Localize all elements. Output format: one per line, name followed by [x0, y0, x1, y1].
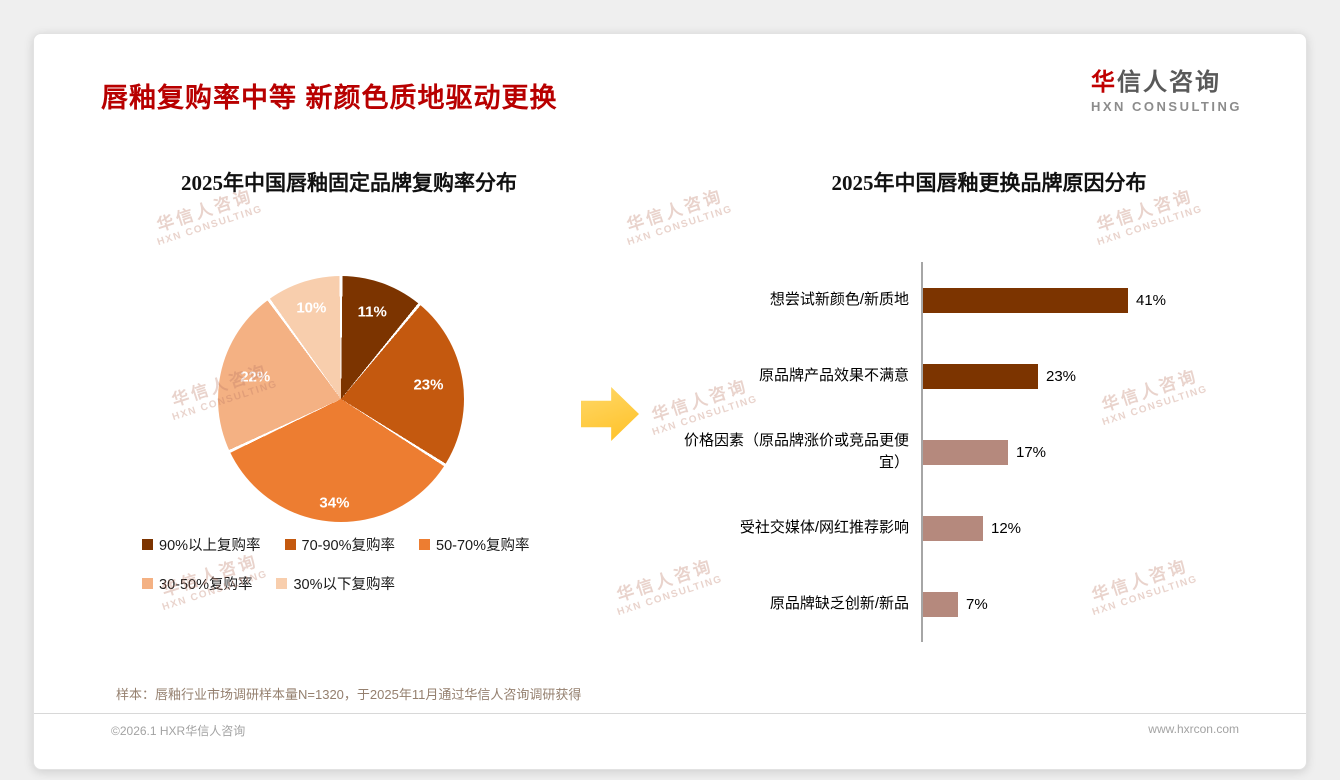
bar-category-label: 原品牌产品效果不满意 — [758, 366, 909, 384]
sample-note: 样本：唇釉行业市场调研样本量N=1320，于2025年11月通过华信人咨询调研获… — [116, 687, 582, 702]
bar-row: 原品牌产品效果不满意 23% — [671, 338, 1241, 414]
bar-value-label: 17% — [1016, 443, 1047, 461]
bar-track: 41% — [921, 262, 1241, 338]
bar-row: 受社交媒体/网红推荐影响 12% — [671, 490, 1241, 566]
legend-item: 90%以上复购率 — [142, 534, 261, 555]
pie-slice-label: 22% — [240, 368, 271, 386]
pie-slice-label: 34% — [319, 494, 350, 512]
bar-segment — [923, 363, 1038, 389]
bar-category-label: 想尝试新颜色/新质地 — [769, 290, 909, 308]
legend-item: 30%以下复购率 — [276, 573, 395, 594]
legend-item: 30-50%复购率 — [142, 573, 252, 594]
legend-label: 30%以下复购率 — [293, 577, 396, 593]
brand-logo-cn-accent: 华 — [1090, 69, 1117, 96]
bar-track: 17% — [921, 414, 1241, 490]
legend-swatch — [419, 539, 431, 550]
bar-row: 原品牌缺乏创新/新品 7% — [671, 566, 1241, 642]
bar-segment — [923, 439, 1008, 465]
bar-track: 12% — [921, 490, 1241, 566]
brand-logo-cn: 华信人咨询 — [1091, 62, 1242, 97]
bar-segment — [923, 515, 983, 541]
pie-slice-label: 23% — [413, 376, 444, 394]
legend-item: 70-90%复购率 — [284, 534, 396, 555]
legend-label: 70-90%复购率 — [301, 538, 396, 554]
legend-swatch — [276, 578, 288, 589]
copyright-text: ©2026.1 HXR华信人咨询 — [111, 724, 246, 738]
watermark: 华信人咨询 HXN CONSULTING — [624, 186, 735, 249]
bar-track: 7% — [921, 566, 1241, 642]
bar-category-label: 受社交媒体/网红推荐影响 — [739, 518, 909, 536]
legend-swatch — [142, 578, 153, 589]
legend-swatch — [142, 539, 153, 550]
legend-item: 50-70%复购率 — [419, 534, 530, 555]
footer-divider — [34, 713, 1306, 714]
pie-chart: 11% 23% 34% 22% 10% — [218, 276, 464, 522]
legend-label: 90%以上复购率 — [159, 538, 261, 554]
brand-logo-en: HXN CONSULTING — [1090, 99, 1242, 114]
bar-row: 想尝试新颜色/新质地 41% — [671, 262, 1241, 338]
website-link[interactable]: www.hxrcon.com — [1148, 722, 1239, 736]
legend-label: 50-70%复购率 — [436, 538, 530, 554]
brand-logo-cn-rest: 信人咨询 — [1116, 69, 1221, 96]
pie-chart-title: 2025年中国唇釉固定品牌复购率分布 — [181, 171, 517, 195]
bar-value-label: 12% — [991, 519, 1022, 537]
bar-chart-title: 2025年中国唇釉更换品牌原因分布 — [831, 171, 1147, 195]
footer: ©2026.1 HXR华信人咨询 www.hxrcon.com — [111, 722, 1239, 739]
page-title: 唇釉复购率中等 新颜色质地驱动更换 — [101, 83, 558, 113]
slide-card: 华信人咨询 HXN CONSULTING 华信人咨询 HXN CONSULTING 华信… — [33, 33, 1307, 770]
bar-track: 23% — [921, 338, 1241, 414]
bar-chart: 想尝试新颜色/新质地 41% 原品牌产品效果不满意 23% 价格因素（原品牌涨价或竞品更… — [671, 262, 1241, 642]
bar-segment — [923, 287, 1128, 313]
legend-label: 30-50%复购率 — [159, 577, 253, 593]
bar-segment — [923, 591, 958, 617]
bar-category-label: 原品牌缺乏创新/新品 — [769, 594, 909, 612]
bar-row: 价格因素（原品牌涨价或竞品更便宜） 17% — [671, 414, 1241, 490]
pie-slice-label: 10% — [296, 299, 327, 317]
bar-value-label: 23% — [1046, 367, 1077, 385]
brand-logo: 华信人咨询 HXN CONSULTING — [1091, 62, 1242, 114]
bar-value-label: 41% — [1136, 291, 1167, 309]
arrow-right-icon — [581, 387, 639, 441]
bar-category-label: 价格因素（原品牌涨价或竞品更便宜） — [683, 431, 909, 472]
legend-swatch — [284, 539, 296, 550]
pie-slice-label: 11% — [357, 303, 387, 321]
bar-value-label: 7% — [966, 595, 988, 613]
pie-legend: 90%以上复购率 70-90%复购率 50-70%复购率 30-50%复购率 30%以下… — [142, 534, 632, 612]
